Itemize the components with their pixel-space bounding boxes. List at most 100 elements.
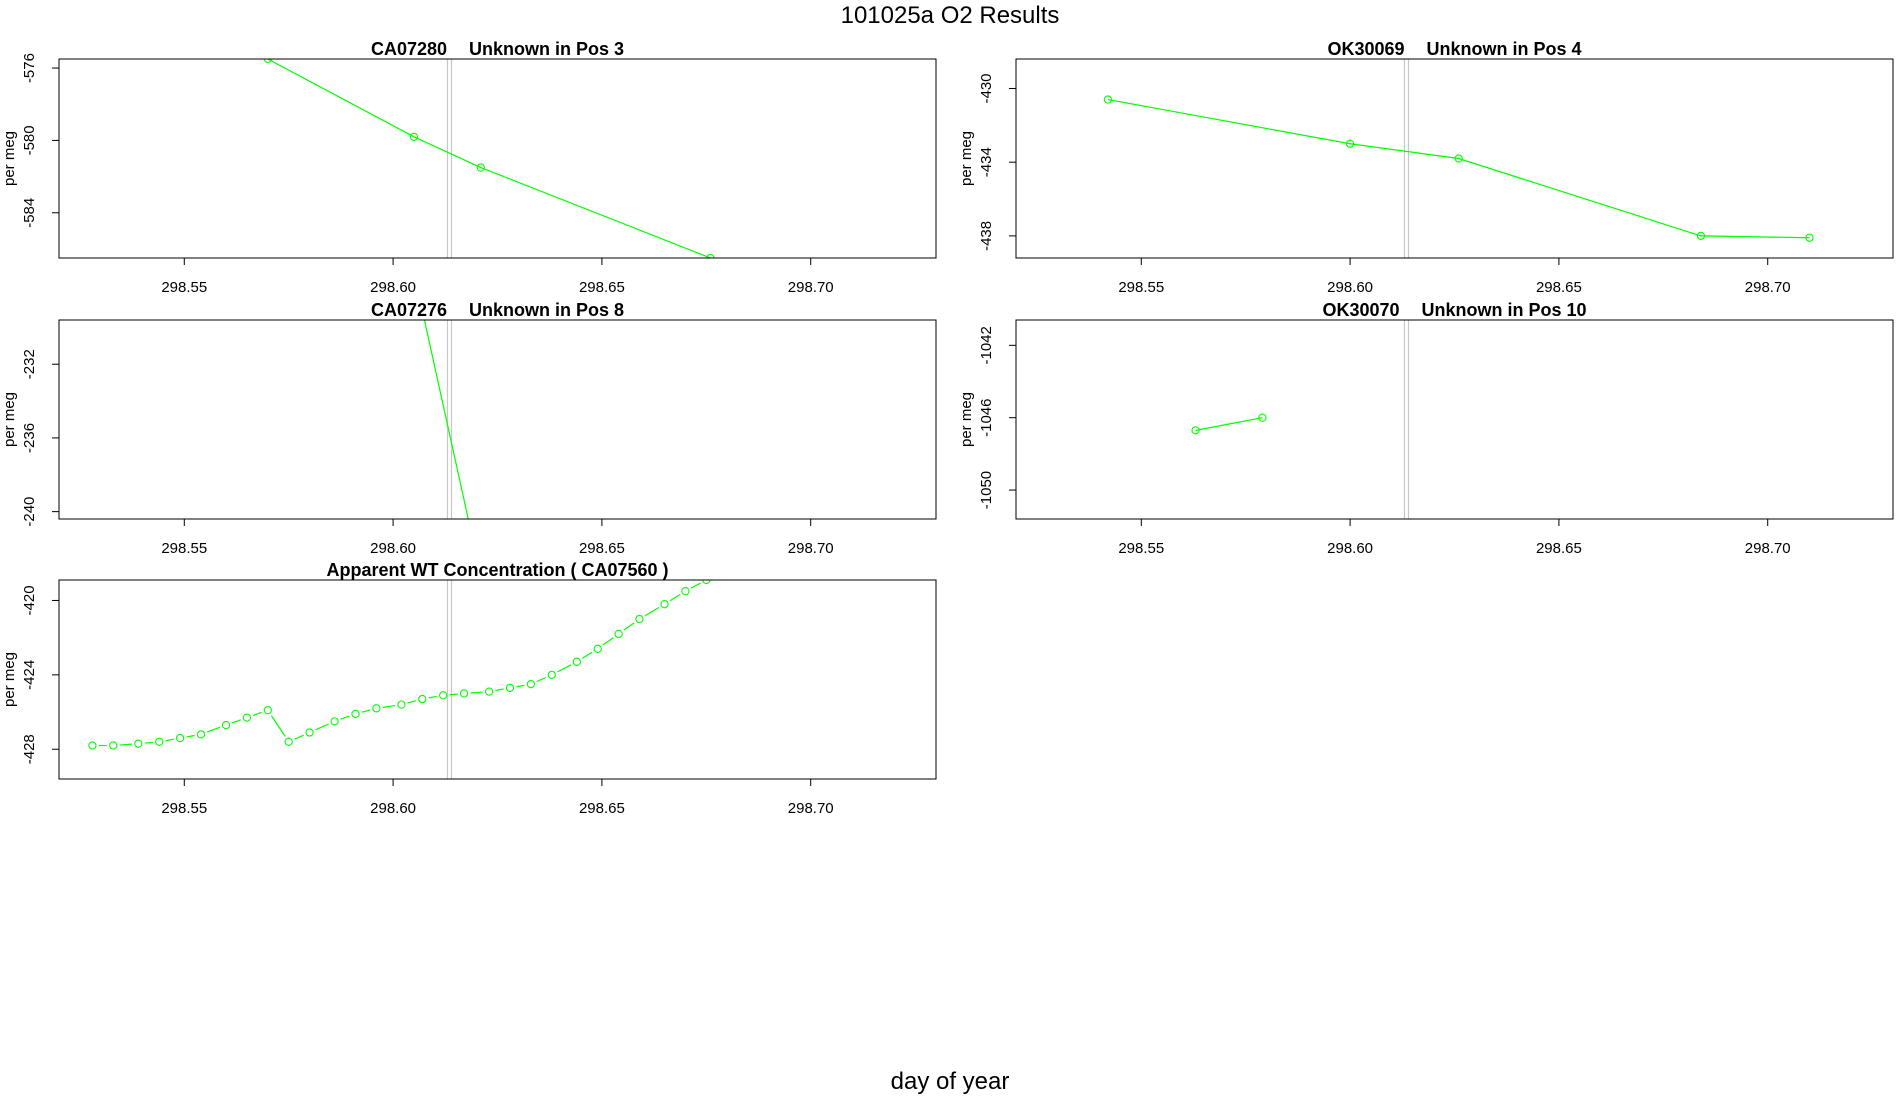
x-tick-label: 298.55 <box>161 279 207 296</box>
series-segment <box>690 582 701 589</box>
y-tick-label: -438 <box>978 221 995 251</box>
data-point <box>459 689 469 698</box>
panel-title-desc: Unknown in Pos 8 <box>469 300 624 320</box>
x-tick-label: 298.55 <box>1118 540 1164 557</box>
data-series <box>1103 95 1814 242</box>
series-line <box>1107 98 1810 239</box>
panel-title-id: CA07276 <box>371 300 447 320</box>
x-tick-label: 298.65 <box>579 540 625 557</box>
series-segment <box>602 637 614 646</box>
data-point <box>439 691 448 700</box>
plot-frame <box>1015 319 1894 520</box>
data-point <box>88 741 97 750</box>
panel-5: Apparent WT Concentration ( CA07560 ) 298… <box>1 560 937 817</box>
series-segment <box>270 715 286 737</box>
data-point <box>476 163 485 172</box>
series-segment <box>361 709 371 713</box>
panel-title-desc: Unknown in Pos 4 <box>1427 39 1582 59</box>
data-point <box>660 600 669 609</box>
data-point <box>409 132 419 141</box>
plot-frame <box>58 319 937 520</box>
series-segment <box>206 726 221 733</box>
series-segment <box>231 719 242 724</box>
panel-title-id: OK30070 <box>1322 300 1399 320</box>
series-segment <box>119 743 132 746</box>
series-segment <box>294 734 304 740</box>
y-axis-label: per meg <box>1 652 18 707</box>
panel-title: CA07276 Unknown in Pos 8 <box>371 300 624 320</box>
plot-frame <box>58 58 937 259</box>
y-axis-label: per meg <box>1 392 18 447</box>
x-tick-label: 298.70 <box>788 800 834 817</box>
y-tick-label: -428 <box>21 734 38 764</box>
data-point <box>526 679 536 689</box>
data-point <box>263 706 272 715</box>
x-tick-label: 298.60 <box>370 540 416 557</box>
series-segment <box>382 704 396 708</box>
data-point <box>351 709 360 719</box>
series-segment <box>495 688 504 692</box>
y-tick-label: -576 <box>21 53 38 83</box>
y-tick-label: -232 <box>21 349 38 379</box>
series-segment <box>165 738 174 742</box>
y-tick-label: -424 <box>21 660 38 690</box>
data-series <box>1191 413 1267 435</box>
x-axis-label: day of year <box>890 1068 1010 1095</box>
series-line <box>1195 417 1263 431</box>
y-tick-label: -236 <box>21 423 38 453</box>
data-point <box>484 687 494 696</box>
x-tick-label: 298.65 <box>579 279 625 296</box>
y-tick-label: -584 <box>21 198 38 228</box>
series-segment <box>557 664 572 673</box>
data-point <box>1191 426 1200 435</box>
panel-title-id: OK30069 <box>1327 39 1404 59</box>
panel-4: OK30070 Unknown in Pos 10 298.55 298.60 298.… <box>958 300 1894 557</box>
data-point <box>418 694 427 704</box>
data-point <box>1805 233 1814 242</box>
data-point <box>284 737 293 746</box>
series-line <box>267 59 711 258</box>
x-tick-label: 298.60 <box>370 800 416 817</box>
panel-3: CA07276 Unknown in Pos 8 298.55 298.60 298.6… <box>1 300 937 557</box>
plot-frame <box>1015 58 1894 259</box>
data-point <box>242 713 252 722</box>
data-point <box>1345 139 1355 148</box>
panel-title-desc: Unknown in Pos 3 <box>469 39 624 59</box>
series-segment <box>516 684 525 688</box>
series-segment <box>144 741 153 744</box>
series-segment <box>340 715 350 720</box>
data-point <box>635 614 644 624</box>
x-tick-label: 298.65 <box>1536 279 1582 296</box>
data-point <box>134 739 143 748</box>
data-series <box>423 320 469 519</box>
plot-frame <box>58 579 937 780</box>
data-point <box>155 737 164 746</box>
data-point <box>1103 95 1113 104</box>
data-point <box>614 629 623 639</box>
series-segment <box>536 676 547 683</box>
series-segment <box>669 594 681 602</box>
data-point <box>109 741 118 750</box>
data-point <box>221 720 231 730</box>
panel-title: Apparent WT Concentration ( CA07560 ) <box>326 560 668 580</box>
x-tick-label: 298.55 <box>161 800 207 817</box>
x-tick-label: 298.60 <box>1327 279 1373 296</box>
series-line <box>423 320 469 519</box>
data-point <box>572 657 581 666</box>
panel-title: OK30069 Unknown in Pos 4 <box>1327 39 1581 59</box>
panel-title-desc: Unknown in Pos 10 <box>1422 300 1587 320</box>
panel-2: OK30069 Unknown in Pos 4 298.55 298.60 298.6… <box>958 39 1894 296</box>
y-tick-label: -1042 <box>978 326 995 364</box>
x-tick-label: 298.70 <box>1745 279 1791 296</box>
x-tick-label: 298.60 <box>370 279 416 296</box>
panel-title: OK30070 Unknown in Pos 10 <box>1322 300 1586 320</box>
series-segment <box>644 606 660 617</box>
data-point <box>1258 413 1267 422</box>
data-point <box>372 704 381 713</box>
series-segment <box>252 711 262 717</box>
data-point <box>397 700 406 709</box>
series-segment <box>428 695 437 699</box>
x-tick-label: 298.70 <box>788 540 834 557</box>
series-segment <box>582 651 593 659</box>
